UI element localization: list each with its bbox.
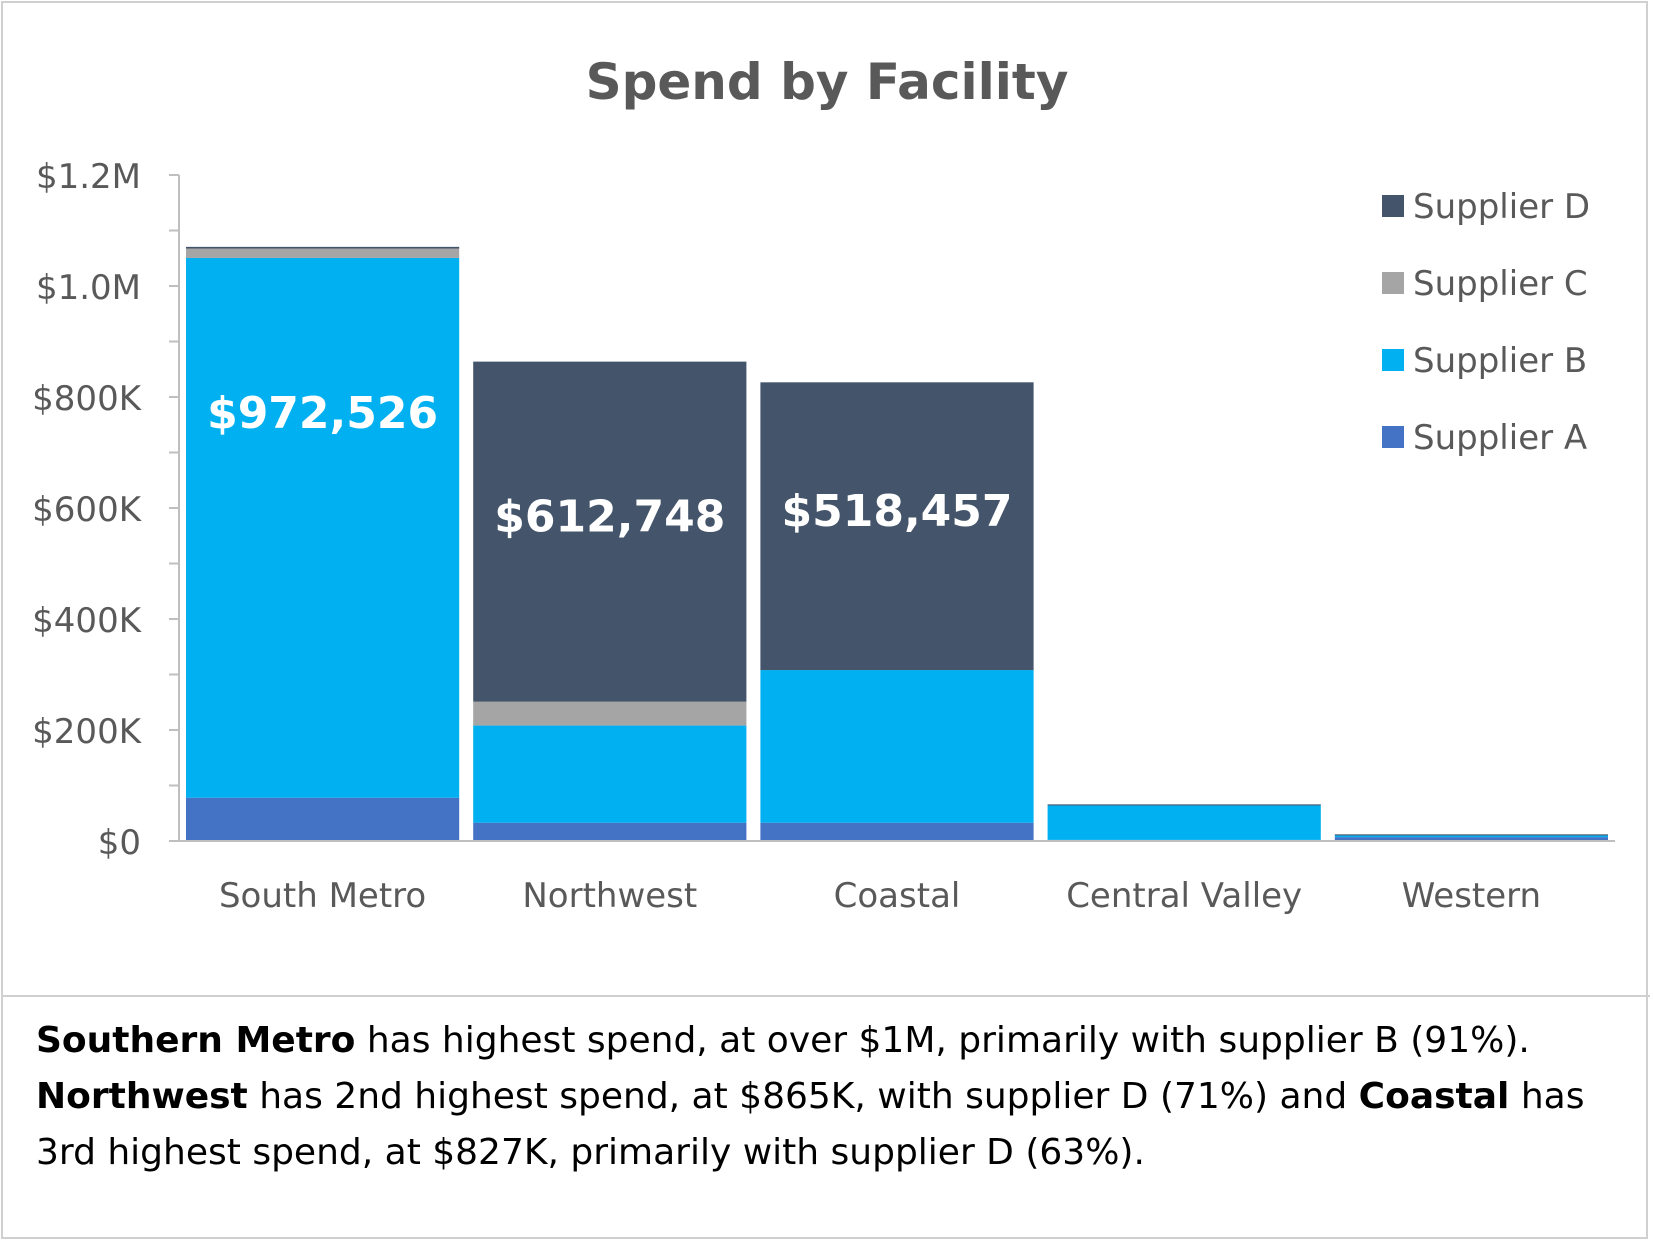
bar-central-valley-supplier-b: [1047, 805, 1321, 840]
summary-line-1: Southern Metro has highest spend, at ove…: [36, 1013, 1616, 1069]
bar-western-supplier-b: [1334, 835, 1608, 838]
y-tick-label: $600K: [32, 490, 143, 530]
legend-label-supplier-c: Supplier C: [1413, 264, 1588, 304]
bar-northwest-supplier-a: [473, 822, 747, 841]
summary-text-1: has highest spend, at over $1M, primaril…: [355, 1020, 1530, 1061]
data-label-northwest: $612,748: [494, 492, 725, 543]
summary-line-2: Northwest has 2nd highest spend, at $865…: [36, 1069, 1616, 1125]
y-tick-label: $1.0M: [36, 268, 141, 308]
y-tick-label: $1.2M: [36, 157, 141, 197]
x-tick-label: Central Valley: [1066, 876, 1302, 916]
legend-label-supplier-d: Supplier D: [1413, 187, 1590, 227]
summary-bold-coastal: Coastal: [1358, 1076, 1510, 1117]
chart-area: Spend by Facility $0 $200K $400K $600K $800K $…: [3, 3, 1650, 997]
summary-text: Southern Metro has highest spend, at ove…: [36, 1013, 1616, 1181]
x-tick-label: Western: [1402, 876, 1541, 916]
bar-south-metro-supplier-c: [186, 248, 460, 258]
summary-bold-northwest: Northwest: [36, 1076, 248, 1117]
bar-south-metro-supplier-b: [186, 257, 460, 798]
y-tick-label: $200K: [32, 712, 143, 752]
bar-south-metro-supplier-d: [186, 246, 460, 249]
legend-swatch-supplier-a: [1382, 426, 1404, 448]
data-label-coastal: $518,457: [781, 486, 1012, 537]
x-tick-label: South Metro: [219, 876, 426, 916]
chart-title: Spend by Facility: [586, 53, 1069, 111]
legend-swatch-supplier-c: [1382, 272, 1404, 294]
summary-text-2b: has: [1509, 1076, 1585, 1117]
bar-northwest-supplier-c: [473, 701, 747, 726]
bar-central-valley-supplier-d: [1047, 804, 1321, 806]
x-tick-label: Northwest: [522, 876, 697, 916]
spend-by-facility-chart: Spend by Facility $0 $200K $400K $600K $800K $…: [32, 53, 1615, 916]
bar-coastal-supplier-d: [760, 382, 1034, 671]
bar-coastal-supplier-b: [760, 670, 1034, 823]
bar-south-metro-supplier-a: [186, 797, 460, 841]
data-label-south-metro: $972,526: [207, 388, 438, 439]
summary-text-3: 3rd highest spend, at $827K, primarily w…: [36, 1132, 1145, 1173]
bar-western-supplier-a: [1334, 837, 1608, 841]
summary-bold-southern-metro: Southern Metro: [36, 1020, 356, 1061]
legend-swatch-supplier-b: [1382, 349, 1404, 371]
summary-text-2: has 2nd highest spend, at $865K, with su…: [247, 1076, 1359, 1117]
legend-label-supplier-a: Supplier A: [1413, 418, 1587, 458]
bar-coastal-supplier-a: [760, 822, 1034, 841]
divider: [3, 995, 1650, 997]
bar-northwest-supplier-d: [473, 361, 747, 702]
summary-line-3: 3rd highest spend, at $827K, primarily w…: [36, 1125, 1616, 1181]
bar-western-supplier-d: [1334, 834, 1608, 836]
x-tick-label: Coastal: [834, 876, 961, 916]
legend-label-supplier-b: Supplier B: [1413, 341, 1587, 381]
legend-swatch-supplier-d: [1382, 195, 1404, 217]
y-tick-label: $0: [98, 823, 141, 863]
y-tick-label: $400K: [32, 601, 143, 641]
bar-northwest-supplier-b: [473, 725, 747, 823]
y-tick-label: $800K: [32, 379, 143, 419]
